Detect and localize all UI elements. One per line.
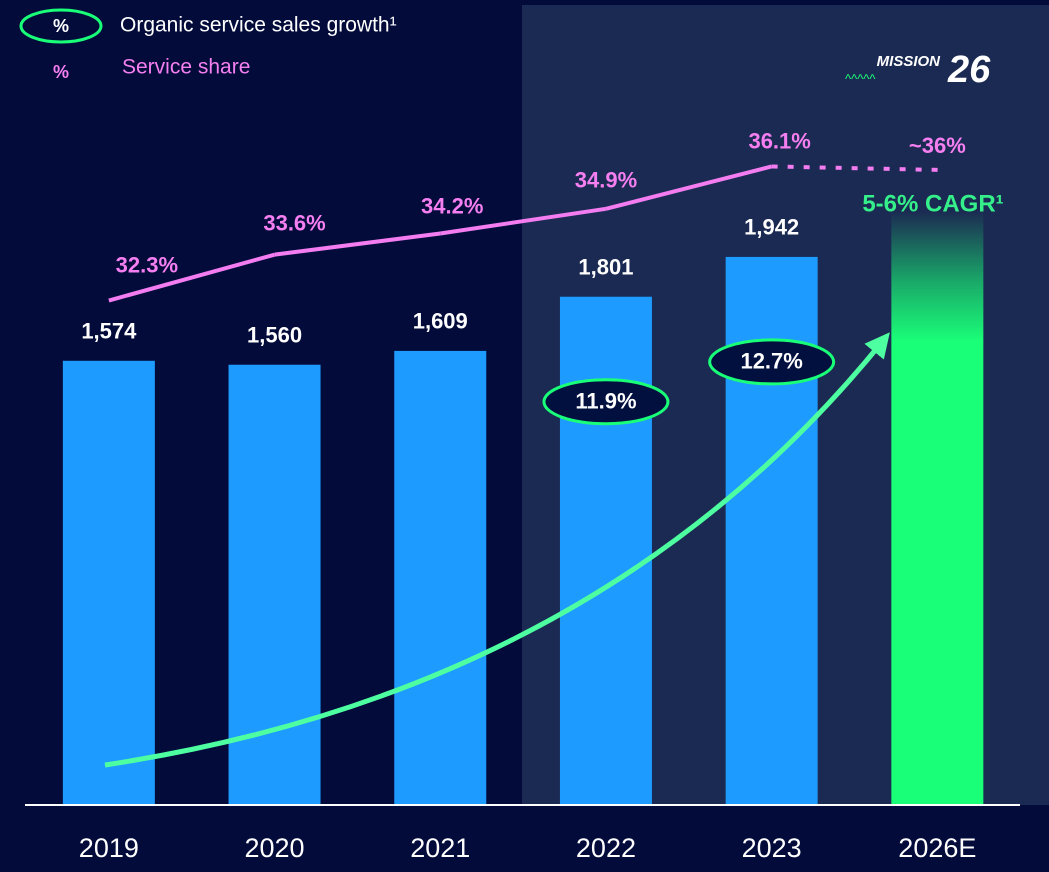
bar-label: 1,801	[578, 255, 633, 280]
cagr-annotation: 5-6% CAGR¹	[862, 190, 1003, 217]
bar-label: 1,560	[247, 323, 302, 348]
bar-label: 1,942	[744, 215, 799, 240]
logo-arrows: ^^^^^	[845, 71, 876, 86]
bar	[394, 350, 487, 805]
bar	[559, 296, 652, 805]
share-label: 34.2%	[421, 193, 483, 218]
share-label: 32.3%	[116, 252, 178, 277]
bar-label: 1,574	[81, 319, 137, 344]
share-label: 36.1%	[748, 128, 810, 153]
bar	[891, 210, 984, 805]
share-line-segment	[771, 164, 943, 172]
legend-oval	[19, 8, 103, 44]
legend-label: Organic service sales growth¹	[120, 14, 397, 37]
bar	[62, 360, 155, 805]
x-tick-label: 2023	[742, 833, 802, 863]
share-label: ~36%	[909, 133, 966, 158]
growth-arrow	[104, 332, 890, 768]
logo-text: MISSION	[877, 53, 942, 70]
share-line-segment	[605, 164, 773, 211]
x-tick-label: 2020	[245, 833, 305, 863]
x-tick-label: 2026E	[898, 833, 976, 863]
x-tick-label: 2019	[79, 833, 139, 863]
share-line-segment	[274, 231, 441, 257]
legend-label: Service share	[122, 56, 250, 79]
logo-number: 26	[947, 49, 991, 91]
share-label: 33.6%	[263, 210, 325, 235]
growth-oval	[542, 378, 670, 426]
share-line-segment	[108, 252, 276, 303]
growth-oval	[708, 338, 836, 386]
x-tick-label: 2022	[576, 833, 636, 863]
growth-label: 11.9%	[575, 389, 636, 414]
x-tick-label: 2021	[410, 833, 470, 863]
share-line-segment	[439, 206, 607, 236]
legend-symbol: %	[53, 62, 69, 82]
growth-label: 12.7%	[740, 349, 802, 374]
bar-label: 1,609	[413, 309, 468, 334]
share-label: 34.9%	[575, 168, 637, 193]
legend-symbol: %	[53, 16, 69, 36]
